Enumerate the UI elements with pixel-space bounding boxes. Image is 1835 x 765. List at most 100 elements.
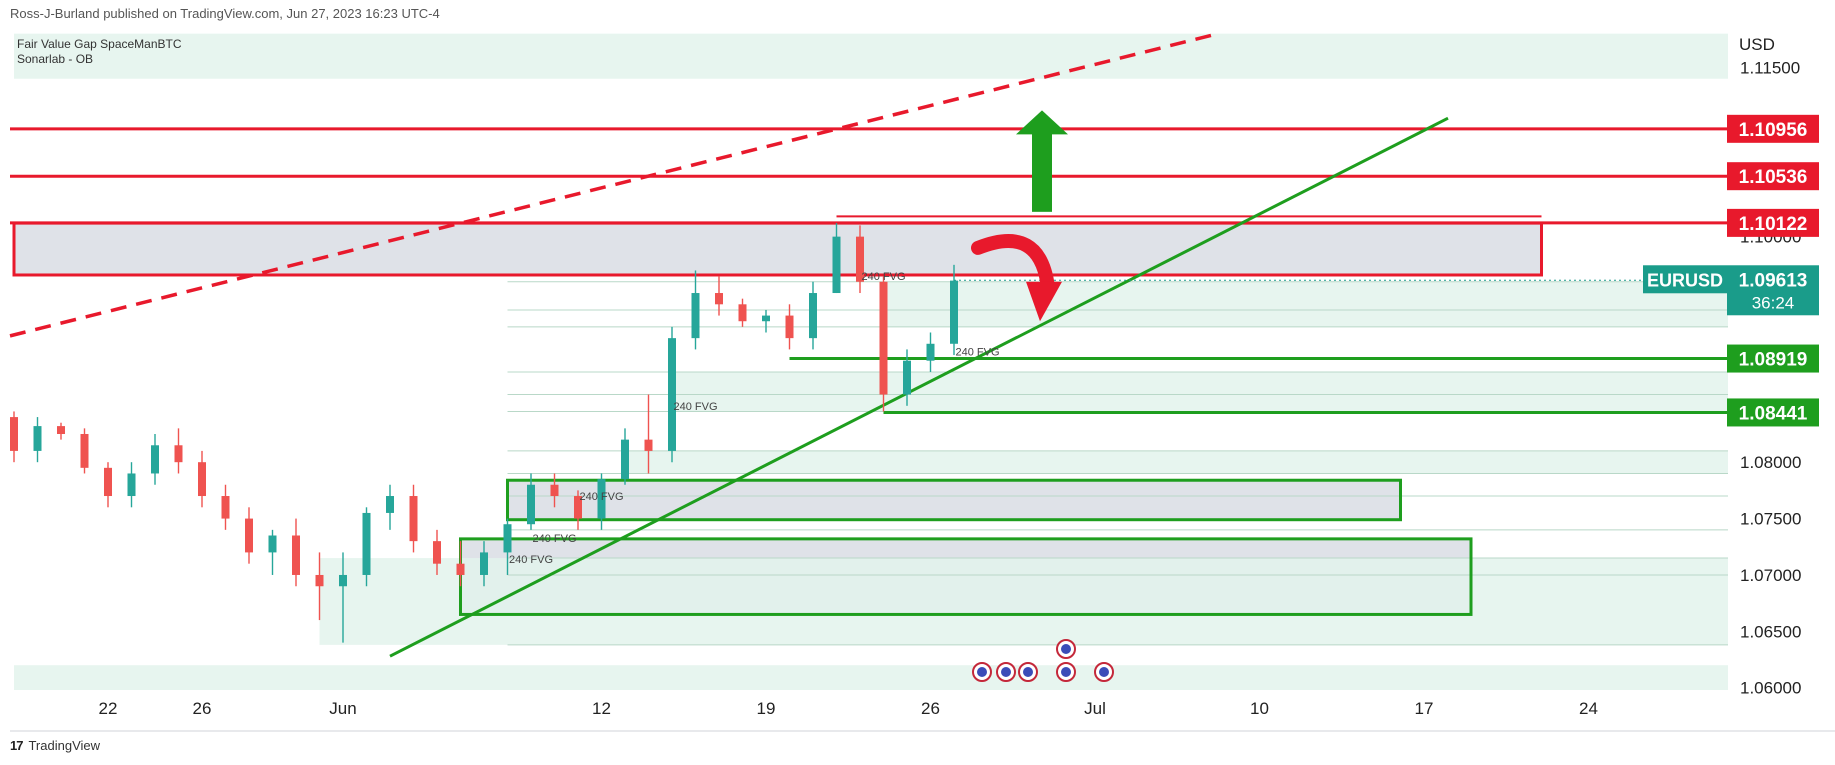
candle-body bbox=[268, 535, 277, 553]
x-tick-label: 19 bbox=[757, 699, 776, 718]
candle-body bbox=[715, 293, 723, 305]
price-badge-label: 1.10536 bbox=[1739, 167, 1808, 188]
candle-body bbox=[809, 293, 817, 339]
x-tick-label: 10 bbox=[1250, 699, 1269, 718]
economic-event-icon bbox=[1001, 667, 1011, 677]
fvg-label: 240 FVG bbox=[673, 401, 717, 413]
order-block-zone bbox=[14, 223, 1542, 275]
candle-body bbox=[480, 552, 488, 575]
candle-body bbox=[785, 315, 794, 339]
economic-event-icon bbox=[1061, 667, 1071, 677]
fvg-label: 240 FVG bbox=[861, 271, 905, 283]
candle-body bbox=[456, 563, 465, 575]
currency-label: USD bbox=[1739, 35, 1775, 54]
y-tick-label: 1.08000 bbox=[1740, 453, 1801, 472]
x-tick-label: Jul bbox=[1084, 699, 1106, 718]
candle-body bbox=[174, 445, 183, 463]
candle-body bbox=[550, 484, 559, 497]
fvg-zone bbox=[14, 665, 1728, 690]
candle-body bbox=[527, 484, 535, 525]
fvg-label: 240 FVG bbox=[579, 491, 623, 503]
y-tick-label: 1.07000 bbox=[1740, 566, 1801, 585]
economic-event-icon bbox=[977, 667, 987, 677]
support-box bbox=[506, 478, 1402, 522]
candle-body bbox=[198, 462, 206, 497]
candle-body bbox=[292, 535, 300, 575]
candle-body bbox=[691, 293, 700, 339]
economic-event-icon bbox=[1061, 644, 1071, 654]
candle-body bbox=[903, 360, 911, 395]
candle-body bbox=[315, 574, 324, 587]
x-tick-label: 22 bbox=[99, 699, 118, 718]
y-tick-label: 1.07500 bbox=[1740, 510, 1801, 529]
support-price-badge bbox=[1727, 398, 1819, 427]
candle-body bbox=[597, 479, 606, 519]
candle-body bbox=[433, 541, 441, 564]
x-tick-label: 24 bbox=[1579, 699, 1598, 718]
candle-body bbox=[57, 426, 65, 434]
candle-body bbox=[104, 467, 112, 497]
resistance-price-badge bbox=[1727, 208, 1819, 237]
candle-body bbox=[621, 439, 629, 480]
symbol-tag bbox=[1643, 265, 1727, 294]
up-arrow-icon bbox=[1032, 132, 1052, 212]
candle-body bbox=[832, 236, 841, 294]
candle-body bbox=[879, 281, 888, 395]
fvg-label: 240 FVG bbox=[509, 554, 553, 566]
drawings-layer bbox=[9, 31, 1728, 658]
candle-body bbox=[668, 338, 676, 451]
curved-down-arrow-icon bbox=[1026, 281, 1062, 322]
fvg-label: 240 FVG bbox=[532, 533, 576, 545]
publisher-credit: Ross-J-Burland published on TradingView.… bbox=[10, 6, 440, 21]
y-tick-label: 1.06500 bbox=[1740, 622, 1801, 641]
candle-body bbox=[950, 280, 958, 344]
price-badge-label: 1.10122 bbox=[1739, 214, 1808, 235]
candle-body bbox=[221, 496, 230, 519]
fvg-zone bbox=[625, 450, 1728, 474]
annotations-layer: 240 FVG 240 FVG 240 FVG 240 FVG 240 FVG 240 F… bbox=[509, 110, 1114, 682]
fvg-label: 240 FVG bbox=[955, 347, 999, 359]
candle-body bbox=[926, 343, 935, 361]
ascending-trendline bbox=[389, 116, 1449, 658]
indicator-label: Fair Value Gap SpaceManBTC bbox=[17, 37, 182, 51]
candle-body bbox=[738, 304, 747, 322]
curved-down-arrow-icon bbox=[971, 234, 1055, 295]
symbol-tag-label: EURUSD bbox=[1647, 270, 1723, 290]
resistance-price-badge bbox=[1727, 162, 1819, 191]
price-badge-label: 1.10956 bbox=[1739, 120, 1808, 141]
fvg-zone bbox=[14, 33, 1728, 79]
candle-body bbox=[856, 236, 864, 282]
price-badge-label: 1.08919 bbox=[1739, 350, 1808, 371]
current-price-badge bbox=[1727, 265, 1819, 316]
candle-body bbox=[245, 518, 253, 553]
fvg-zone bbox=[319, 558, 1728, 645]
x-tick-label: 12 bbox=[592, 699, 611, 718]
indicator-label: Sonarlab - OB bbox=[17, 52, 94, 66]
candle-body bbox=[339, 574, 347, 587]
current-price-label: 1.09613 bbox=[1739, 270, 1808, 291]
candle-body bbox=[409, 496, 418, 542]
x-tick-label: 26 bbox=[921, 699, 940, 718]
axes-layer: USD1.115001.100001.080001.075001.070001.… bbox=[10, 35, 1835, 732]
indicator-list: Fair Value Gap SpaceManBTC Sonarlab - OB bbox=[17, 37, 182, 67]
candle-body bbox=[574, 496, 582, 519]
price-badge-label: 1.08441 bbox=[1739, 403, 1808, 424]
candle-body bbox=[151, 445, 159, 474]
x-tick-label: 26 bbox=[193, 699, 212, 718]
economic-event-icon bbox=[1099, 667, 1109, 677]
candle-body bbox=[503, 524, 512, 553]
candle-body bbox=[80, 433, 89, 468]
candle-body bbox=[33, 426, 42, 451]
candles-layer bbox=[10, 223, 1728, 643]
candle-body bbox=[127, 473, 136, 497]
x-tick-label: 17 bbox=[1415, 699, 1434, 718]
y-tick-label: 1.06000 bbox=[1740, 679, 1801, 698]
candle-body bbox=[644, 439, 653, 451]
fvg-zone bbox=[883, 281, 1728, 327]
order-block-zone bbox=[507, 480, 1401, 520]
candle-body bbox=[762, 315, 770, 322]
candle-body bbox=[10, 417, 18, 451]
tradingview-logo[interactable]: 17 TradingView bbox=[10, 738, 100, 753]
economic-event-icon bbox=[1023, 667, 1033, 677]
